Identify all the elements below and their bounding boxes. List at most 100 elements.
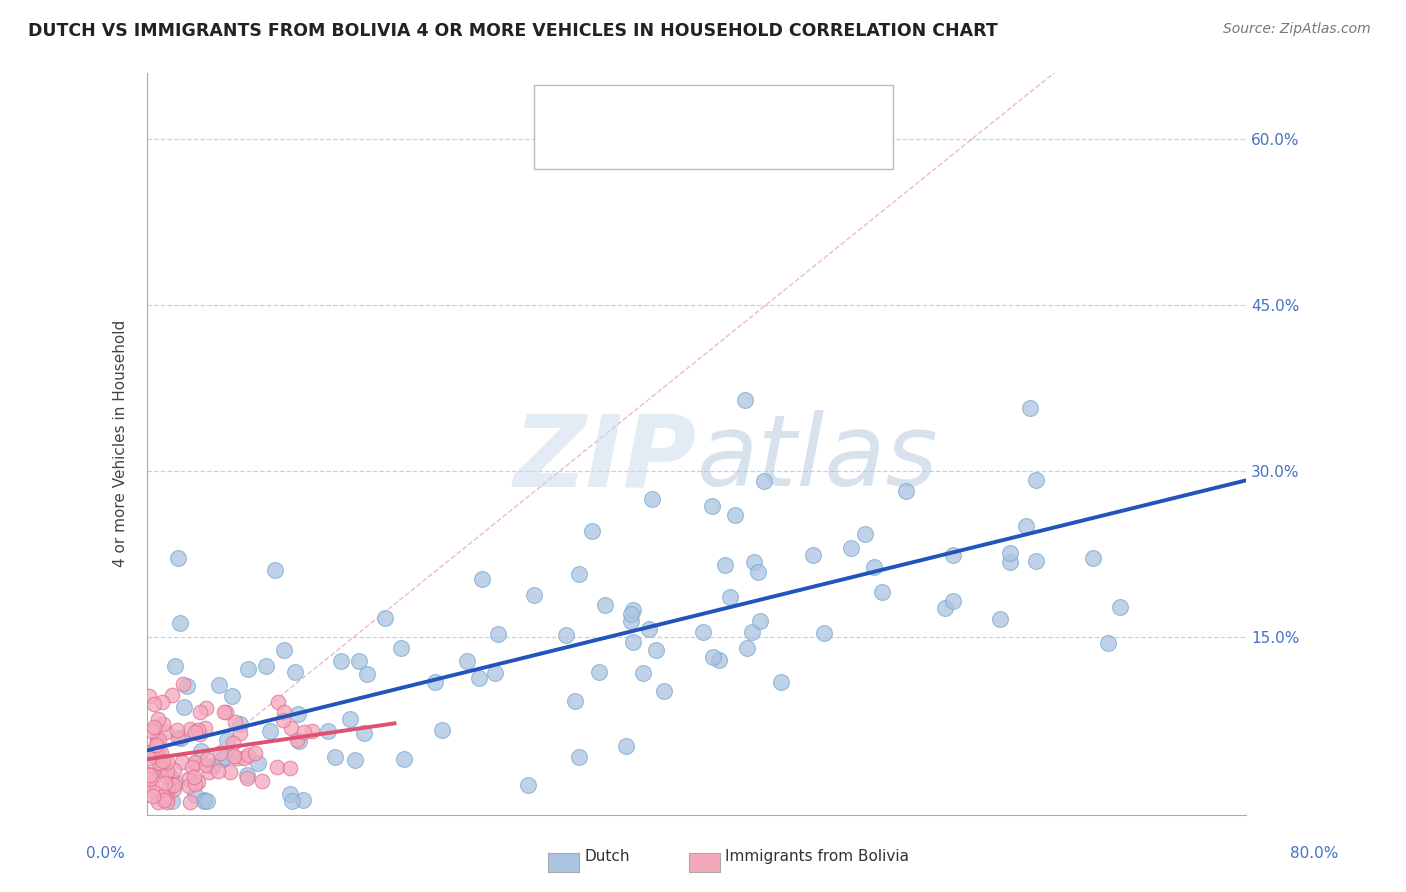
Point: [226, 750, 249, 764]
Point: [141, 744, 163, 758]
Point: [187, 723, 209, 737]
Point: [718, 590, 741, 604]
Point: [139, 767, 162, 781]
Point: [284, 665, 307, 679]
Point: [568, 566, 591, 581]
Point: [169, 616, 191, 631]
Point: [156, 796, 179, 810]
Point: [724, 508, 747, 523]
Point: [142, 789, 165, 804]
Point: [423, 674, 446, 689]
Point: [709, 653, 731, 667]
Point: [172, 755, 194, 769]
Point: [896, 483, 918, 498]
Point: [224, 714, 246, 729]
Point: [228, 725, 250, 739]
Text: Immigrants from Bolivia: Immigrants from Bolivia: [725, 849, 910, 864]
Point: [148, 747, 170, 762]
Point: [1081, 551, 1104, 566]
Point: [145, 734, 167, 748]
Point: [456, 654, 478, 668]
Point: [862, 560, 884, 574]
Point: [138, 690, 160, 704]
Point: [195, 794, 218, 808]
Point: [430, 723, 453, 738]
Point: [323, 750, 346, 764]
Point: [146, 712, 169, 726]
Point: [179, 723, 201, 737]
Text: atlas: atlas: [697, 410, 938, 507]
Point: [645, 643, 668, 657]
Point: [160, 688, 183, 702]
Point: [243, 746, 266, 760]
Point: [187, 775, 209, 789]
Point: [486, 627, 509, 641]
Point: [516, 778, 538, 792]
Point: [202, 758, 225, 772]
Point: [749, 614, 772, 628]
Point: [292, 793, 315, 807]
Point: [702, 649, 724, 664]
Point: [254, 659, 277, 673]
Point: [153, 793, 176, 807]
Point: [734, 393, 756, 408]
Point: [593, 598, 616, 612]
Point: [160, 770, 183, 784]
Point: [229, 717, 252, 731]
Point: [484, 665, 506, 680]
Point: [139, 745, 162, 759]
Point: [148, 732, 170, 747]
Point: [347, 654, 370, 668]
Point: [1025, 473, 1047, 487]
Point: [273, 643, 295, 657]
Point: [692, 624, 714, 639]
Point: [246, 756, 269, 770]
Point: [301, 723, 323, 738]
Point: [163, 778, 186, 792]
Point: [1109, 599, 1132, 614]
Point: [374, 611, 396, 625]
Point: [167, 550, 190, 565]
Point: [266, 760, 288, 774]
Point: [146, 796, 169, 810]
Text: DUTCH VS IMMIGRANTS FROM BOLIVIA 4 OR MORE VEHICLES IN HOUSEHOLD CORRELATION CHA: DUTCH VS IMMIGRANTS FROM BOLIVIA 4 OR MO…: [28, 22, 998, 40]
Point: [193, 793, 215, 807]
Point: [389, 640, 412, 655]
Point: [1015, 519, 1038, 533]
Point: [769, 675, 792, 690]
Point: [207, 764, 229, 778]
Point: [998, 554, 1021, 568]
Point: [713, 558, 735, 572]
Point: [184, 756, 207, 771]
Point: [287, 707, 309, 722]
Text: 0.0%: 0.0%: [86, 846, 125, 861]
Point: [238, 748, 260, 763]
Point: [138, 767, 160, 781]
Point: [160, 794, 183, 808]
Point: [215, 732, 238, 747]
Point: [172, 677, 194, 691]
Point: [179, 772, 201, 786]
Point: [165, 775, 187, 789]
Point: [620, 607, 643, 621]
Point: [145, 739, 167, 753]
Point: [143, 744, 166, 758]
Point: [801, 549, 824, 563]
Point: [138, 772, 160, 786]
Point: [356, 667, 378, 681]
Point: [633, 665, 655, 680]
Point: [163, 781, 186, 796]
Point: [166, 731, 188, 746]
Point: [195, 752, 218, 766]
Point: [214, 705, 236, 719]
Point: [471, 572, 494, 586]
Point: [273, 706, 295, 720]
Point: [280, 787, 302, 801]
Point: [222, 735, 245, 749]
Point: [193, 722, 215, 736]
Point: [138, 779, 160, 793]
Point: [173, 699, 195, 714]
Point: [209, 746, 232, 760]
Point: [264, 563, 287, 577]
Point: [215, 705, 238, 719]
